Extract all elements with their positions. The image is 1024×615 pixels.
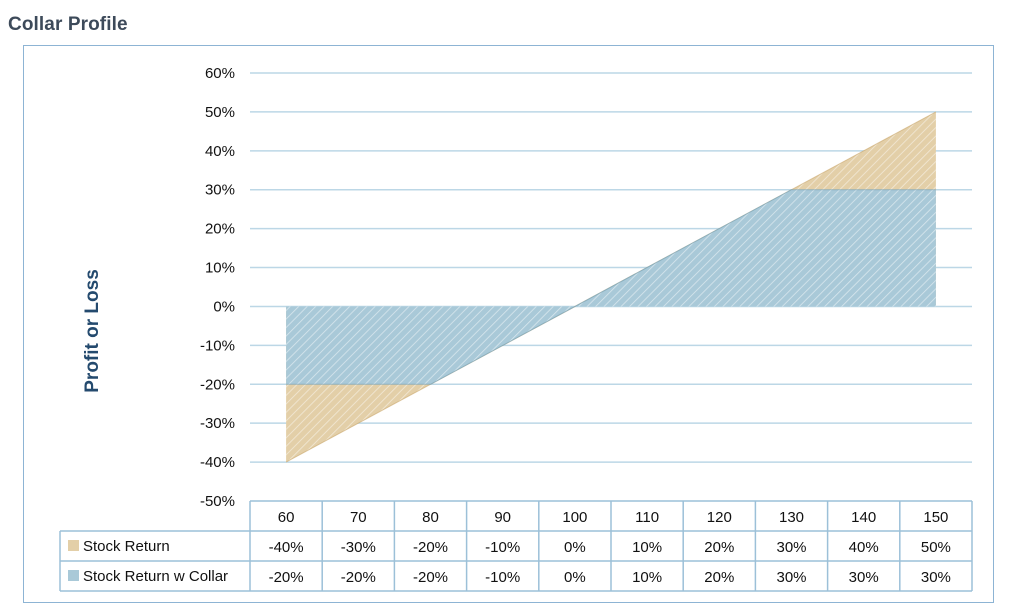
gridlines [250,72,972,463]
y-tick-label: 60% [205,65,235,82]
x-category-label: 150 [923,509,948,526]
y-tick-label: 0% [213,298,235,315]
data-label: -20% [341,569,376,586]
data-label: 30% [776,539,806,556]
x-category-label: 140 [851,509,876,526]
legend-label: Stock Return [83,538,170,555]
data-label: 30% [921,569,951,586]
data-label: -30% [341,539,376,556]
y-tick-label: -50% [200,493,235,510]
data-label: -20% [269,569,304,586]
y-tick-label: 30% [205,182,235,199]
data-label: 10% [632,539,662,556]
data-label: 0% [564,569,586,586]
chart-frame: 60% 50% 40% 30% 20% 10% 0% -10% -20% -30% -40% -50%… [23,45,994,603]
x-category-label: 100 [562,509,587,526]
areas [285,111,937,463]
x-category-label: 90 [494,509,511,526]
x-category-label: 110 [635,509,659,526]
x-category-label: 80 [422,509,439,526]
legend-label: Stock Return w Collar [83,568,228,585]
y-axis-label: Profit or Loss [82,269,103,393]
data-label: -20% [413,569,448,586]
y-tick-label: -30% [200,415,235,432]
data-label: 20% [704,539,734,556]
legend-key [68,570,79,581]
data-label: -10% [485,539,520,556]
legend-key [68,540,79,551]
data-label: 50% [921,539,951,556]
data-label: 10% [632,569,662,586]
y-tick-label: -20% [200,376,235,393]
collar-profile-chart: 60% 50% 40% 30% 20% 10% 0% -10% -20% -30% -40% -50%… [59,65,973,592]
series-area-stock-return-w-collar-line [286,189,936,385]
data-table: 60 70 80 90 100 110 120 130 140 150 Stock Return -4… [59,500,973,592]
x-category-label: 130 [779,509,804,526]
data-label: 40% [849,539,879,556]
y-axis-ticks: 60% 50% 40% 30% 20% 10% 0% -10% -20% -30% -40% -50% [200,65,235,510]
data-label: -10% [485,569,520,586]
data-label: 0% [564,539,586,556]
y-tick-label: 50% [205,104,235,121]
data-label: 30% [776,569,806,586]
page-title: Collar Profile [8,14,128,35]
y-tick-label: -10% [200,337,235,354]
y-tick-label: -40% [200,454,235,471]
y-tick-label: 10% [205,260,235,277]
x-category-label: 70 [350,509,367,526]
x-category-label: 120 [707,509,732,526]
data-label: 20% [704,569,734,586]
y-tick-label: 40% [205,143,235,160]
data-label: -40% [269,539,304,556]
y-tick-label: 20% [205,221,235,238]
data-label: 30% [849,569,879,586]
data-label: -20% [413,539,448,556]
x-category-label: 60 [278,509,295,526]
